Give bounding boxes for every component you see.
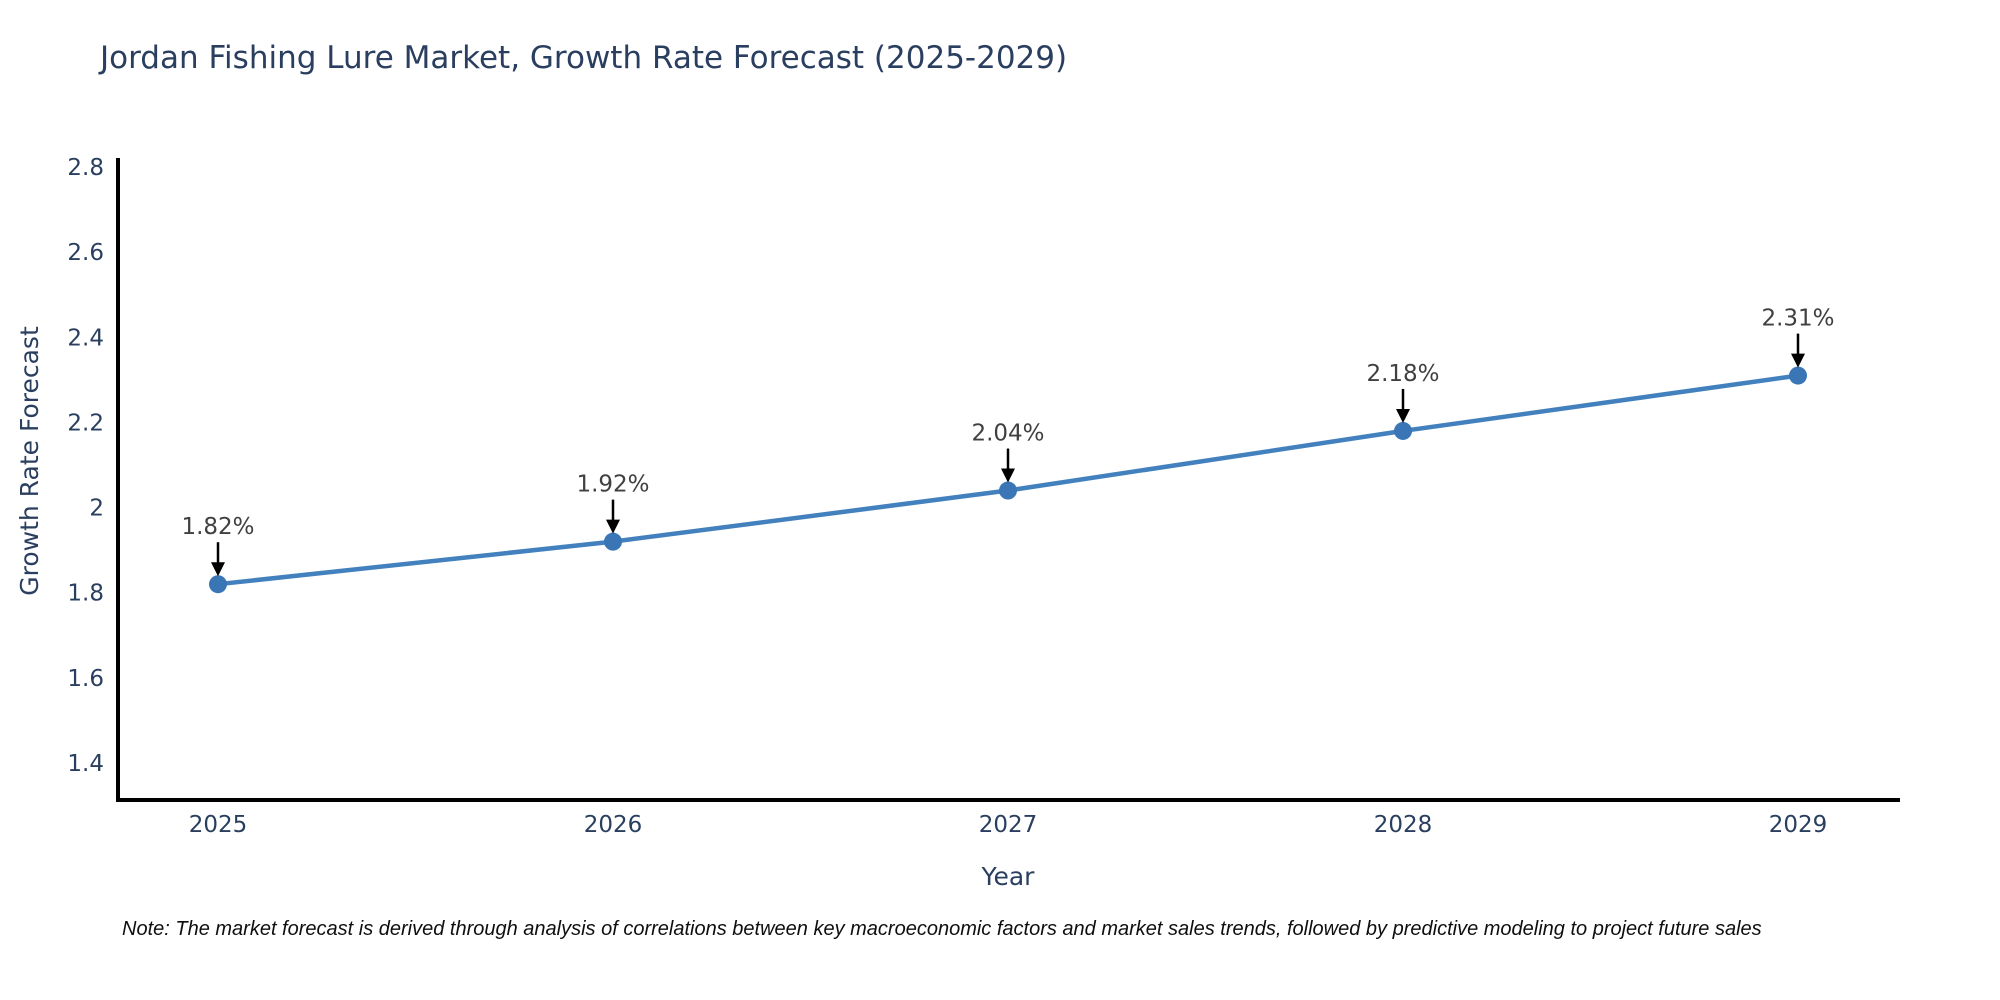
y-tick-label: 2.2: [67, 410, 104, 436]
data-point-label: 2.31%: [1761, 306, 1834, 332]
y-tick-label: 1.8: [67, 581, 104, 607]
y-tick-label: 2.6: [67, 240, 104, 266]
chart-title: Jordan Fishing Lure Market, Growth Rate …: [100, 40, 1068, 76]
data-point-marker: [1789, 366, 1807, 385]
annotation-arrow-head: [1791, 353, 1805, 368]
data-point-label: 1.82%: [181, 514, 254, 540]
data-point-label: 1.92%: [576, 472, 649, 498]
annotation-arrow-head: [1396, 408, 1410, 423]
y-tick-label: 2.4: [67, 325, 104, 351]
x-tick-label: 2026: [584, 812, 643, 838]
data-point-marker: [1394, 421, 1412, 440]
x-tick-label: 2025: [189, 812, 248, 838]
x-axis-title: Year: [981, 862, 1035, 891]
annotation-arrow-head: [1001, 468, 1015, 483]
annotation-arrow-head: [211, 562, 225, 577]
data-point-marker: [209, 575, 227, 594]
footnote: Note: The market forecast is derived thr…: [122, 918, 1762, 940]
data-point-label: 2.04%: [971, 421, 1044, 447]
data-point-marker: [999, 481, 1017, 500]
y-tick-label: 1.6: [67, 666, 104, 692]
y-tick-label: 2.8: [67, 155, 104, 181]
y-tick-label: 1.4: [67, 751, 104, 777]
y-axis-title: Growth Rate Forecast: [15, 326, 44, 596]
x-tick-label: 2029: [1769, 812, 1828, 838]
x-tick-label: 2027: [979, 812, 1038, 838]
data-point-marker: [604, 532, 622, 551]
data-point-label: 2.18%: [1366, 361, 1439, 387]
annotation-arrow-head: [606, 519, 620, 534]
y-tick-label: 2: [89, 496, 104, 522]
x-tick-label: 2028: [1374, 812, 1433, 838]
